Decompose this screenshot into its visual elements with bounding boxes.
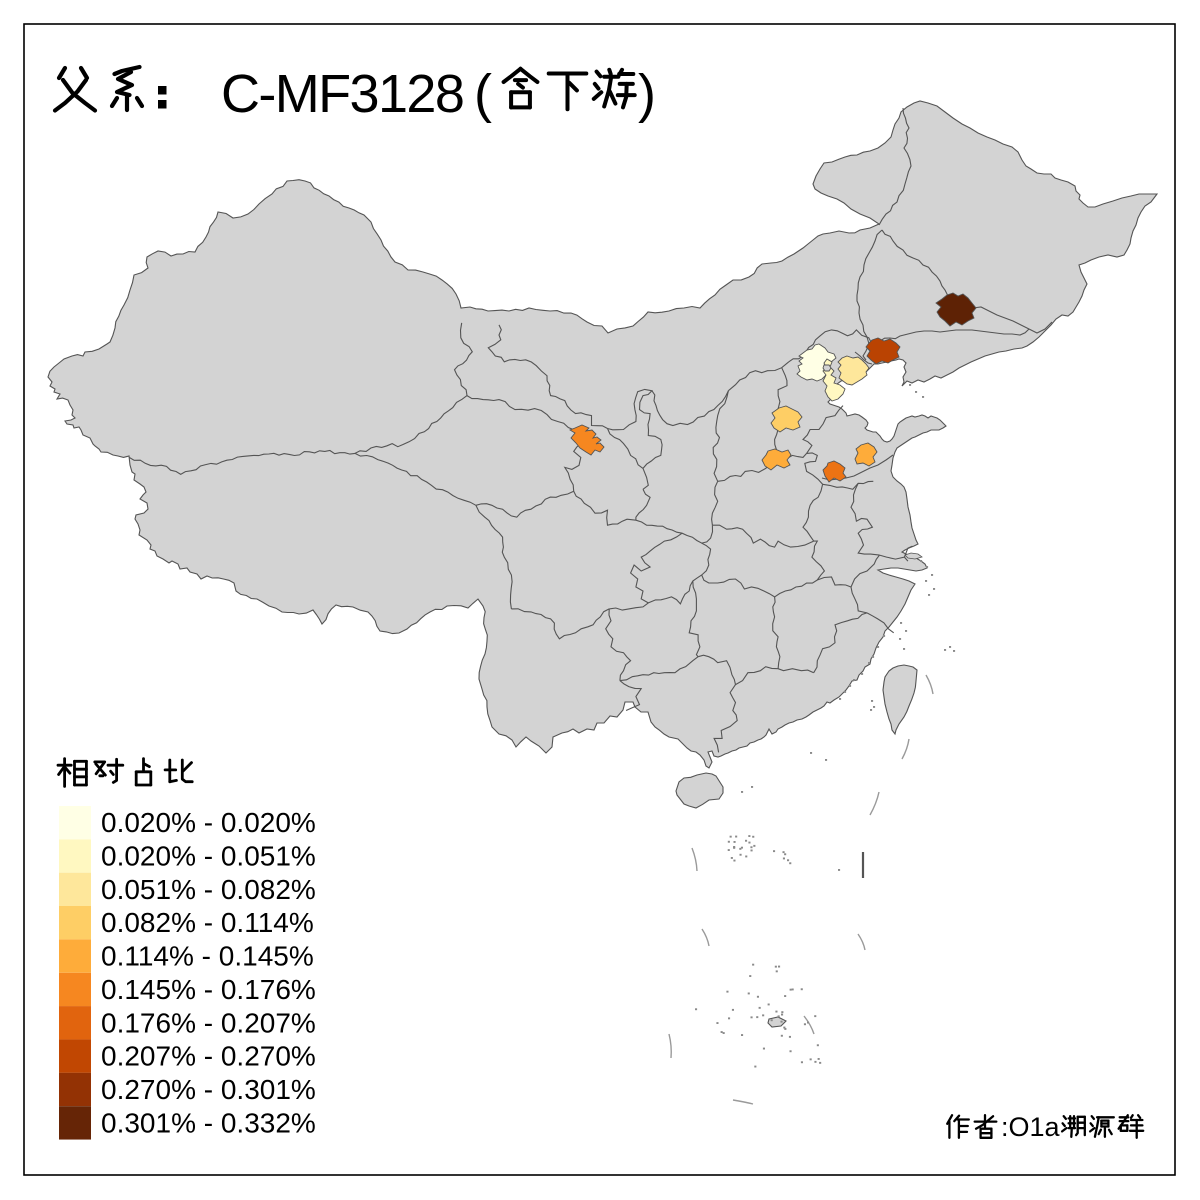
svg-text:C-MF3128: C-MF3128 [221, 64, 463, 124]
svg-text:0.301% - 0.332%: 0.301% - 0.332% [101, 1107, 316, 1138]
svg-text:0.114% - 0.145%: 0.114% - 0.145% [101, 941, 314, 972]
svg-text:0.020% - 0.020%: 0.020% - 0.020% [101, 807, 316, 838]
svg-text:0.207% - 0.270%: 0.207% - 0.270% [101, 1041, 316, 1072]
svg-text:): ) [638, 64, 656, 124]
svg-text:0.082% - 0.114%: 0.082% - 0.114% [101, 907, 314, 938]
svg-text:0.051% - 0.082%: 0.051% - 0.082% [101, 874, 316, 905]
svg-text:0.145% - 0.176%: 0.145% - 0.176% [101, 974, 316, 1005]
svg-text::O1a: :O1a [1001, 1112, 1061, 1142]
svg-text:0.270% - 0.301%: 0.270% - 0.301% [101, 1074, 316, 1105]
svg-text:0.020% - 0.051%: 0.020% - 0.051% [101, 841, 316, 872]
svg-text:(: ( [474, 64, 492, 124]
svg-text:0.176% - 0.207%: 0.176% - 0.207% [101, 1007, 316, 1038]
